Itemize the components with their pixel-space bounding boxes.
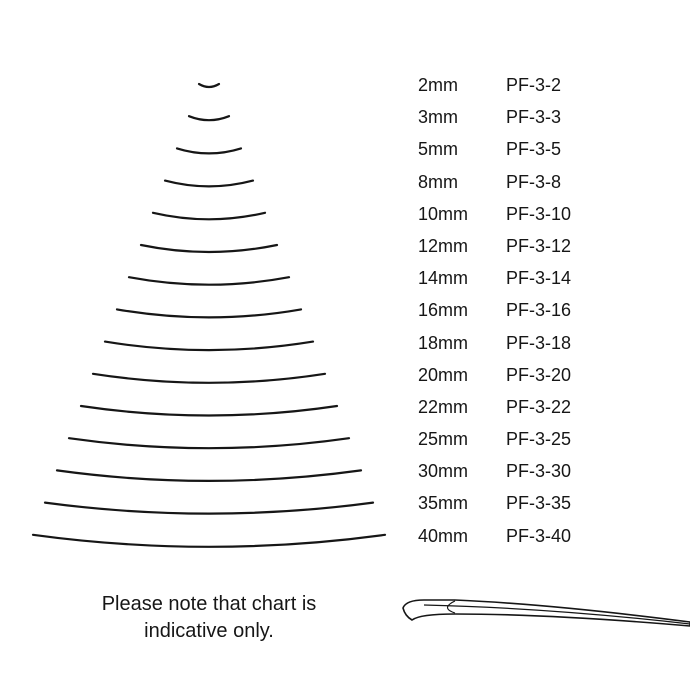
table-row: 40mmPF-3-40 — [418, 527, 626, 559]
table-row: 2mmPF-3-2 — [418, 76, 626, 108]
arc-3mm — [189, 116, 229, 120]
product-code: PF-3-8 — [506, 173, 626, 191]
size-label: 35mm — [418, 494, 506, 512]
product-code: PF-3-35 — [506, 494, 626, 512]
arc-18mm — [105, 342, 313, 351]
product-code: PF-3-18 — [506, 334, 626, 352]
arc-22mm — [81, 406, 337, 416]
product-code: PF-3-12 — [506, 237, 626, 255]
product-code: PF-3-5 — [506, 140, 626, 158]
table-row: 18mmPF-3-18 — [418, 334, 626, 366]
size-label: 25mm — [418, 430, 506, 448]
arc-8mm — [165, 181, 253, 187]
arc-14mm — [129, 277, 289, 285]
product-code: PF-3-40 — [506, 527, 626, 545]
product-code: PF-3-30 — [506, 462, 626, 480]
product-code: PF-3-25 — [506, 430, 626, 448]
product-code: PF-3-14 — [506, 269, 626, 287]
arc-16mm — [117, 309, 301, 317]
size-label: 30mm — [418, 462, 506, 480]
size-label: 12mm — [418, 237, 506, 255]
size-label: 2mm — [418, 76, 506, 94]
size-table: 2mmPF-3-23mmPF-3-35mmPF-3-58mmPF-3-810mm… — [418, 76, 626, 559]
arc-40mm — [33, 535, 385, 547]
arc-12mm — [141, 245, 277, 252]
product-code: PF-3-16 — [506, 301, 626, 319]
product-code: PF-3-20 — [506, 366, 626, 384]
table-row: 14mmPF-3-14 — [418, 269, 626, 301]
table-row: 22mmPF-3-22 — [418, 398, 626, 430]
product-code: PF-3-3 — [506, 108, 626, 126]
size-label: 3mm — [418, 108, 506, 126]
table-row: 16mmPF-3-16 — [418, 301, 626, 333]
table-row: 5mmPF-3-5 — [418, 140, 626, 172]
product-code: PF-3-10 — [506, 205, 626, 223]
size-label: 14mm — [418, 269, 506, 287]
size-label: 20mm — [418, 366, 506, 384]
table-row: 8mmPF-3-8 — [418, 173, 626, 205]
size-label: 18mm — [418, 334, 506, 352]
table-row: 35mmPF-3-35 — [418, 494, 626, 526]
footnote-line2: indicative only. — [144, 620, 274, 642]
size-label: 8mm — [418, 173, 506, 191]
size-label: 40mm — [418, 527, 506, 545]
size-label: 22mm — [418, 398, 506, 416]
table-row: 3mmPF-3-3 — [418, 108, 626, 140]
table-row: 30mmPF-3-30 — [418, 462, 626, 494]
arc-25mm — [69, 438, 349, 448]
table-row: 10mmPF-3-10 — [418, 205, 626, 237]
arc-2mm — [199, 84, 219, 87]
product-code: PF-3-22 — [506, 398, 626, 416]
chart-container: 2mmPF-3-23mmPF-3-35mmPF-3-58mmPF-3-810mm… — [0, 0, 700, 700]
arc-5mm — [177, 148, 241, 153]
size-label: 10mm — [418, 205, 506, 223]
gouge-arcs-diagram — [0, 0, 420, 580]
product-code: PF-3-2 — [506, 76, 626, 94]
footnote: Please note that chart is indicative onl… — [49, 591, 369, 645]
table-row: 20mmPF-3-20 — [418, 366, 626, 398]
footnote-line1: Please note that chart is — [102, 593, 317, 615]
arc-10mm — [153, 213, 265, 220]
blade-profile-icon — [400, 580, 690, 640]
arc-30mm — [57, 470, 361, 481]
table-row: 12mmPF-3-12 — [418, 237, 626, 269]
arc-20mm — [93, 374, 325, 383]
size-label: 5mm — [418, 140, 506, 158]
arc-35mm — [45, 503, 373, 514]
size-label: 16mm — [418, 301, 506, 319]
table-row: 25mmPF-3-25 — [418, 430, 626, 462]
